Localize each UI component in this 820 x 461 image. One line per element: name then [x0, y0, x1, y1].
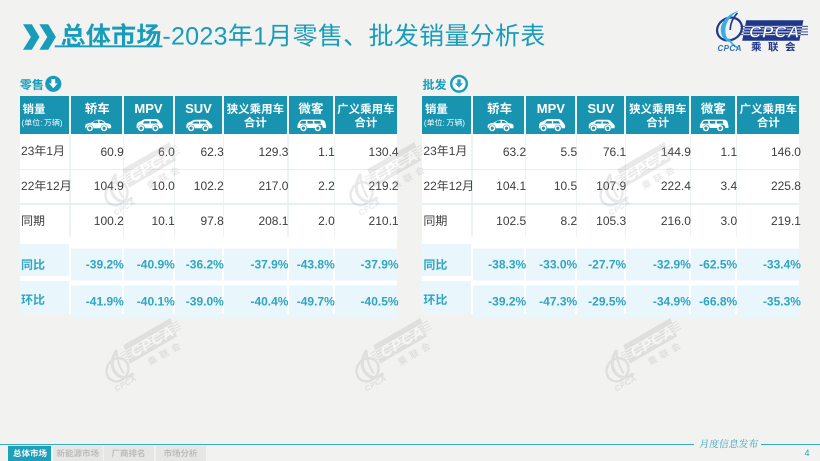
svg-text:CPCA: CPCA — [749, 22, 800, 41]
svg-text:CPCA: CPCA — [718, 44, 742, 53]
